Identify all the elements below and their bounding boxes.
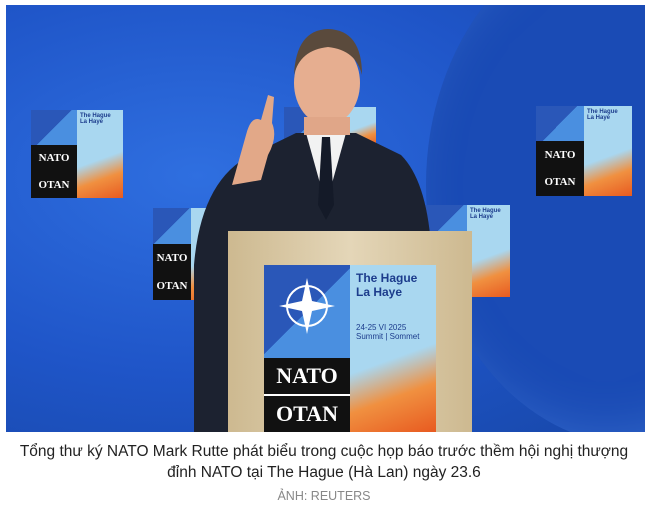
nato-star-icon xyxy=(264,265,350,359)
sign-city-fr: La Haye xyxy=(356,285,403,299)
sign-name-fr: OTAN xyxy=(264,394,350,432)
podium-sign: NATO OTAN The Hague La Haye 24-25 VI 202… xyxy=(264,265,436,432)
sign-event: Summit | Sommet xyxy=(356,332,420,341)
sign-city-en: The Hague xyxy=(356,271,418,285)
photo-credit: ẢNH: REUTERS xyxy=(277,489,371,503)
sign-dates: 24-25 VI 2025 xyxy=(356,323,407,332)
sign-name-en: NATO xyxy=(264,358,350,395)
news-photo: NATO OTAN The Hague La Haye NATO OTAN NATO OT… xyxy=(6,5,645,432)
photo-caption: Tổng thư ký NATO Mark Rutte phát biểu tr… xyxy=(19,443,629,481)
